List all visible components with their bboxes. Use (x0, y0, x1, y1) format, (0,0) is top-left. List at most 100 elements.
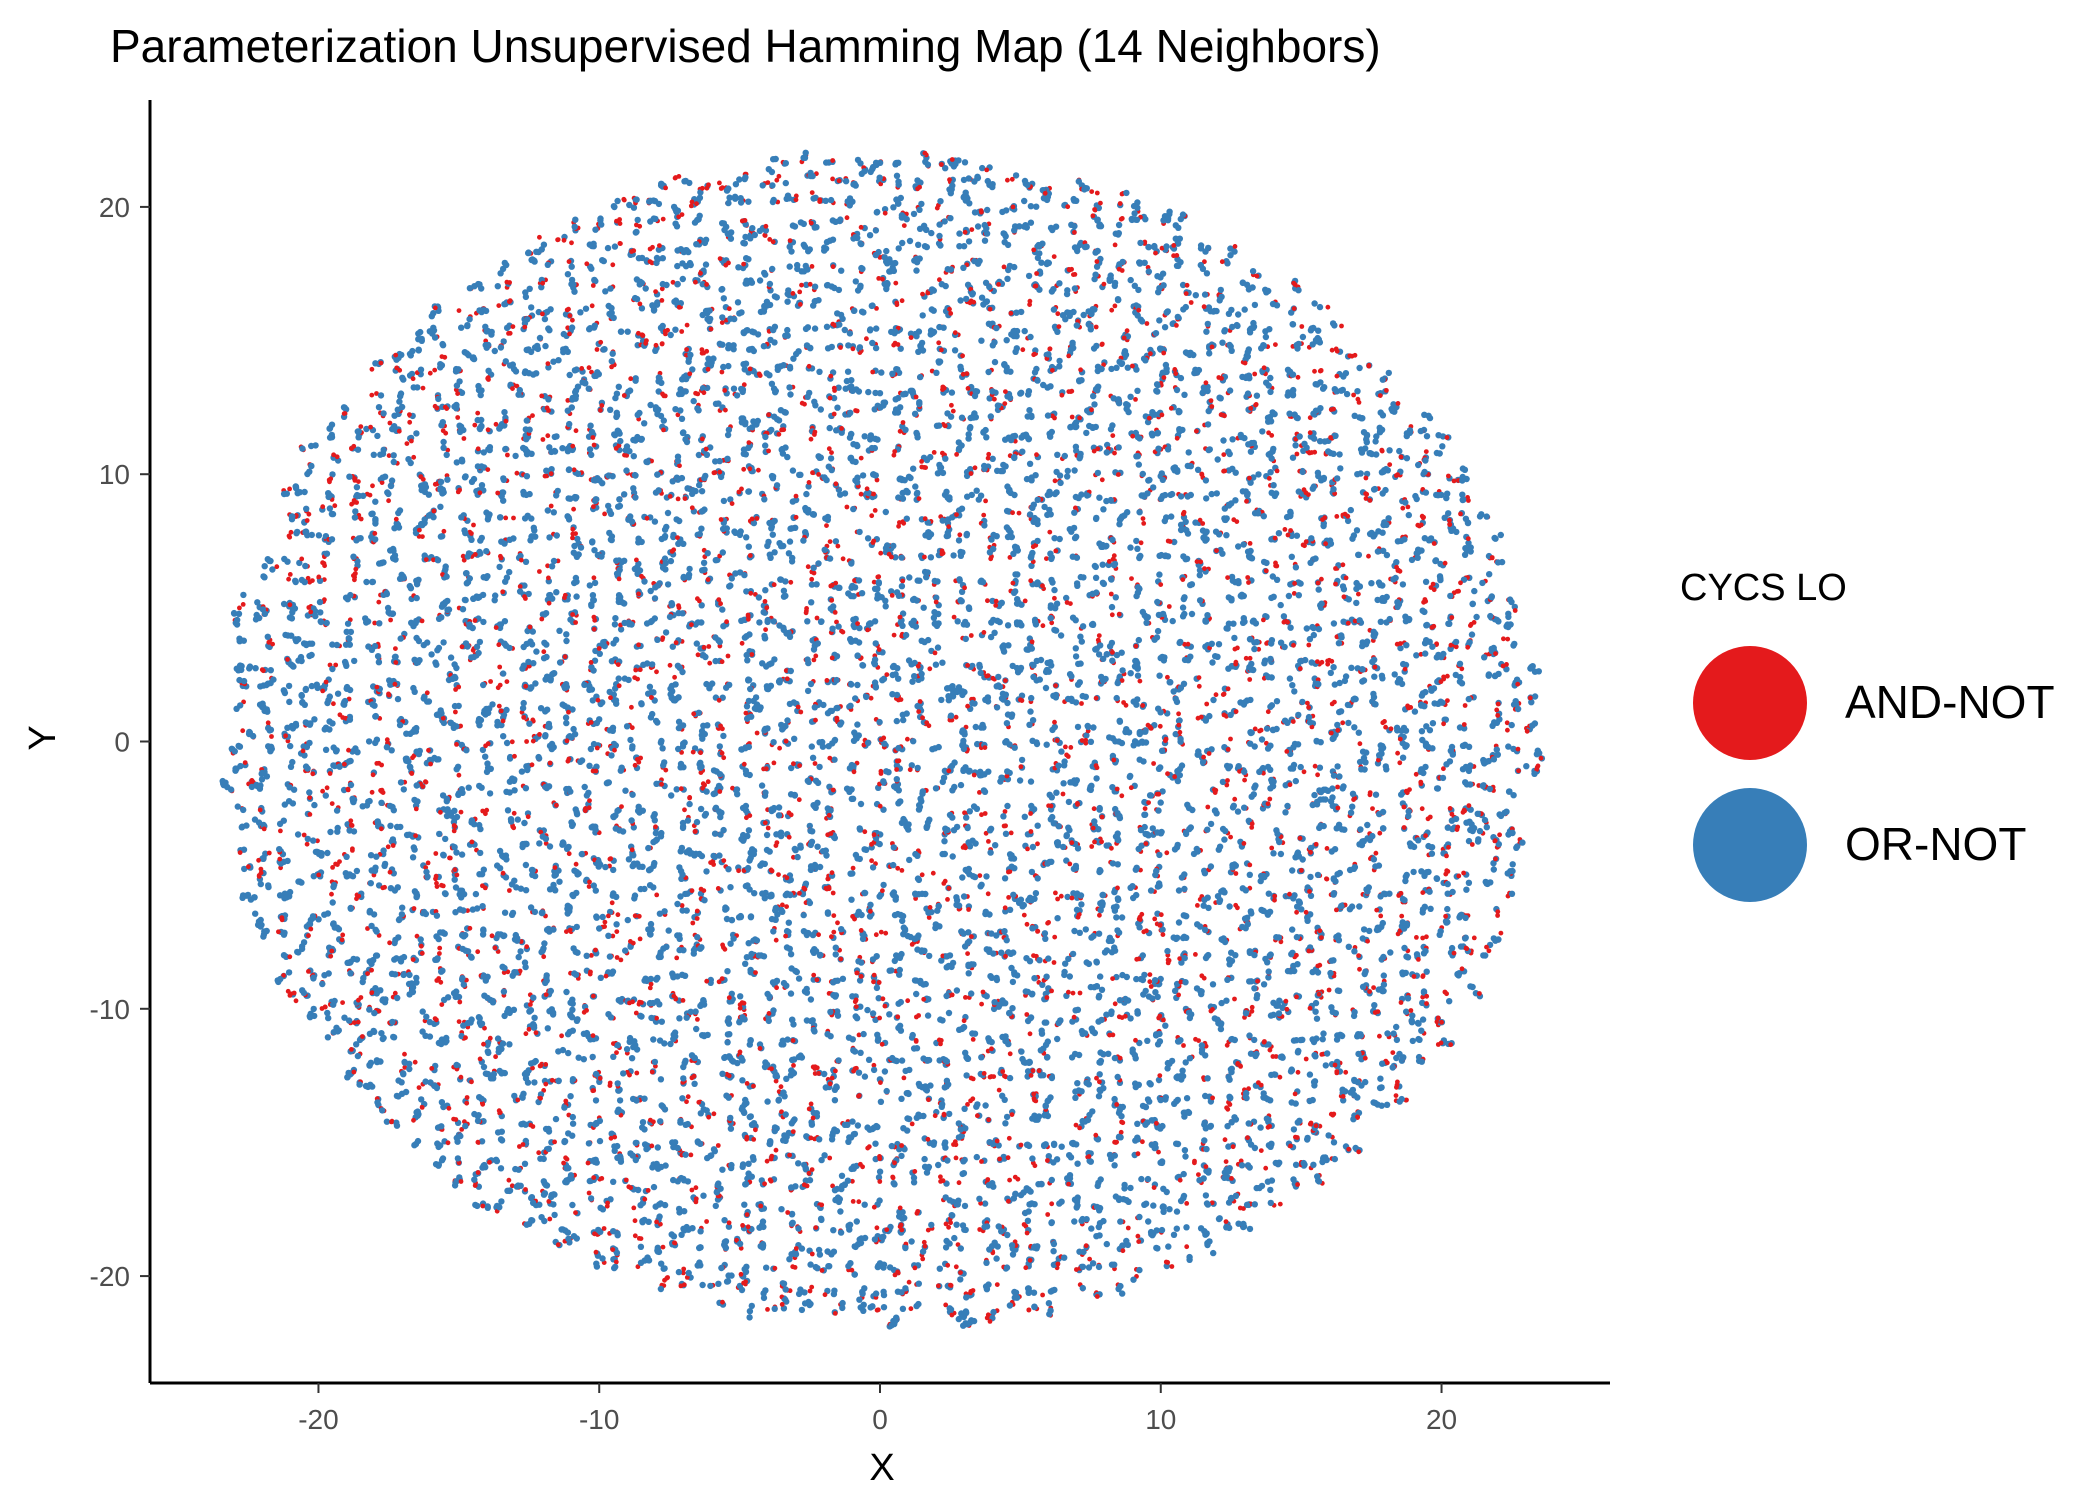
point-and-not (573, 1210, 578, 1216)
point-and-not (545, 361, 551, 366)
point-and-not (591, 993, 596, 999)
point-or-not (700, 559, 708, 566)
point-or-not (426, 1033, 434, 1040)
point-or-not (606, 953, 614, 960)
point-or-not (354, 749, 361, 756)
point-or-not (297, 653, 305, 661)
point-or-not (543, 308, 551, 316)
point-or-not (381, 862, 388, 869)
point-or-not (236, 743, 244, 750)
point-and-not (310, 771, 316, 777)
point-or-not (477, 825, 484, 833)
point-or-not (592, 372, 600, 379)
point-or-not (403, 730, 410, 737)
point-or-not (367, 852, 375, 859)
point-or-not (379, 1107, 386, 1114)
point-and-not (351, 498, 357, 503)
point-and-not (471, 522, 476, 528)
point-or-not (451, 815, 458, 822)
point-and-not (705, 366, 711, 372)
point-or-not (647, 931, 654, 938)
point-or-not (438, 1040, 445, 1048)
point-or-not (526, 720, 533, 727)
point-or-not (369, 701, 376, 708)
point-or-not (730, 385, 738, 392)
point-or-not (728, 229, 735, 236)
point-and-not (561, 1160, 566, 1166)
point-and-not (489, 933, 495, 939)
point-and-not (352, 577, 357, 583)
point-or-not (539, 833, 546, 840)
point-or-not (596, 1137, 604, 1145)
point-or-not (346, 686, 354, 694)
point-and-not (726, 995, 732, 1001)
point-or-not (620, 1070, 627, 1077)
point-and-not (316, 872, 322, 878)
point-and-not (602, 511, 607, 517)
point-or-not (440, 444, 447, 451)
point-or-not (409, 854, 417, 861)
point-or-not (443, 795, 450, 802)
point-or-not (465, 784, 472, 791)
point-or-not (669, 971, 677, 979)
point-and-not (475, 1139, 481, 1145)
point-or-not (682, 177, 689, 185)
point-or-not (690, 946, 698, 954)
point-or-not (614, 1142, 621, 1150)
point-or-not (673, 223, 681, 230)
point-and-not (725, 653, 731, 659)
point-and-not (386, 498, 391, 504)
point-or-not (378, 799, 385, 806)
point-or-not (308, 682, 315, 690)
point-or-not (364, 618, 372, 625)
point-or-not (623, 723, 631, 730)
point-or-not (263, 681, 270, 689)
point-and-not (485, 427, 491, 433)
point-or-not (741, 1016, 748, 1023)
point-or-not (712, 804, 720, 811)
point-or-not (621, 491, 628, 498)
point-or-not (430, 310, 437, 317)
point-or-not (294, 831, 302, 838)
point-or-not (725, 1015, 732, 1022)
point-and-not (687, 795, 692, 801)
point-or-not (652, 1203, 659, 1210)
point-and-not (376, 760, 382, 766)
point-or-not (411, 726, 418, 733)
point-or-not (588, 686, 596, 693)
point-and-not (329, 801, 335, 806)
point-or-not (617, 328, 625, 335)
point-and-not (503, 418, 509, 424)
point-and-not (640, 333, 646, 338)
point-or-not (292, 483, 299, 490)
point-or-not (346, 716, 354, 723)
point-or-not (632, 494, 639, 501)
point-or-not (459, 945, 466, 953)
point-or-not (586, 446, 594, 453)
point-or-not (687, 351, 694, 359)
point-and-not (682, 496, 688, 501)
point-or-not (616, 430, 623, 437)
point-or-not (551, 1191, 558, 1198)
point-or-not (333, 807, 341, 814)
point-and-not (584, 1008, 589, 1013)
point-or-not (373, 928, 380, 935)
point-or-not (652, 215, 659, 223)
point-or-not (260, 933, 267, 940)
point-and-not (630, 999, 635, 1005)
point-or-not (672, 326, 679, 333)
point-or-not (674, 453, 682, 460)
point-or-not (675, 1205, 683, 1213)
point-or-not (712, 458, 719, 465)
point-and-not (407, 412, 412, 417)
point-or-not (739, 1077, 746, 1084)
point-or-not (499, 963, 506, 970)
point-or-not (628, 817, 635, 824)
point-or-not (564, 445, 572, 452)
point-or-not (535, 753, 542, 761)
point-and-not (630, 940, 636, 946)
point-or-not (615, 383, 622, 390)
point-or-not (466, 316, 473, 323)
point-or-not (627, 513, 634, 520)
point-or-not (605, 932, 612, 939)
